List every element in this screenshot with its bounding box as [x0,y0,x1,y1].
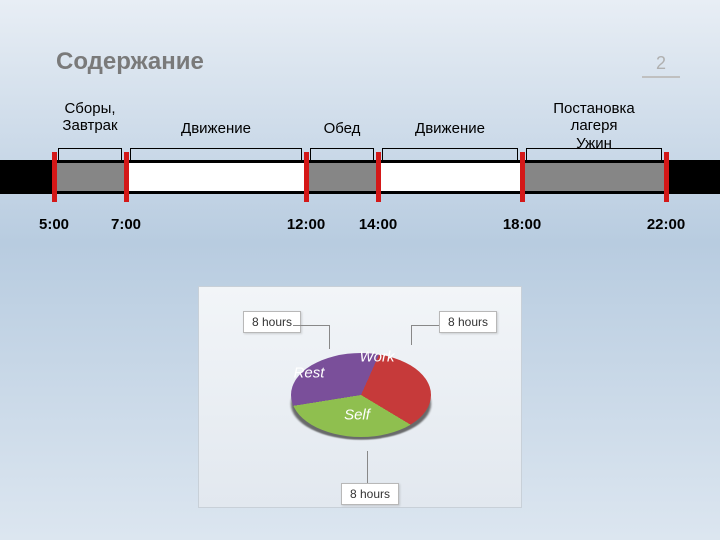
activity-bracket [130,148,302,162]
activity-bracket [310,148,374,162]
time-label: 22:00 [647,216,685,233]
activity-bracket [382,148,518,162]
pie-chart: WorkSelfRest8 hours8 hours8 hours [198,286,522,508]
timeline-segment [126,163,306,191]
activity-label: Движение [181,120,251,137]
page-number: 2 [642,53,680,78]
timeline-segment [306,163,378,191]
activity-bracket [58,148,122,162]
timeline-tick [376,152,381,202]
timeline-segment [522,163,666,191]
pie-leader-line [411,325,439,326]
timeline-tick [124,152,129,202]
pie-leader-line [411,325,412,345]
activity-label: Обед [324,120,361,137]
time-label: 12:00 [287,216,325,233]
page-title: Содержание [56,48,204,76]
pie-body [291,325,431,465]
header: Содержание 2 [56,48,680,78]
timeline-tick [664,152,669,202]
pie-hours-tag: 8 hours [439,311,497,333]
activity-label: Сборы, Завтрак [62,100,117,135]
timeline-tick [52,152,57,202]
pie-hours-tag: 8 hours [341,483,399,505]
pie-leader-line [329,325,330,349]
time-label: 7:00 [111,216,141,233]
pie-leader-line [293,325,329,326]
timeline-segment [54,163,126,191]
timeline-tick [520,152,525,202]
time-label: 14:00 [359,216,397,233]
pie-leader-line [367,451,368,483]
activity-label: Постановка лагеря Ужин [553,100,635,152]
pie-top [291,353,431,437]
pie-hours-tag: 8 hours [243,311,301,333]
timeline-segment [378,163,522,191]
timeline-tick [304,152,309,202]
time-label: 18:00 [503,216,541,233]
time-label: 5:00 [39,216,69,233]
activity-label: Движение [415,120,485,137]
